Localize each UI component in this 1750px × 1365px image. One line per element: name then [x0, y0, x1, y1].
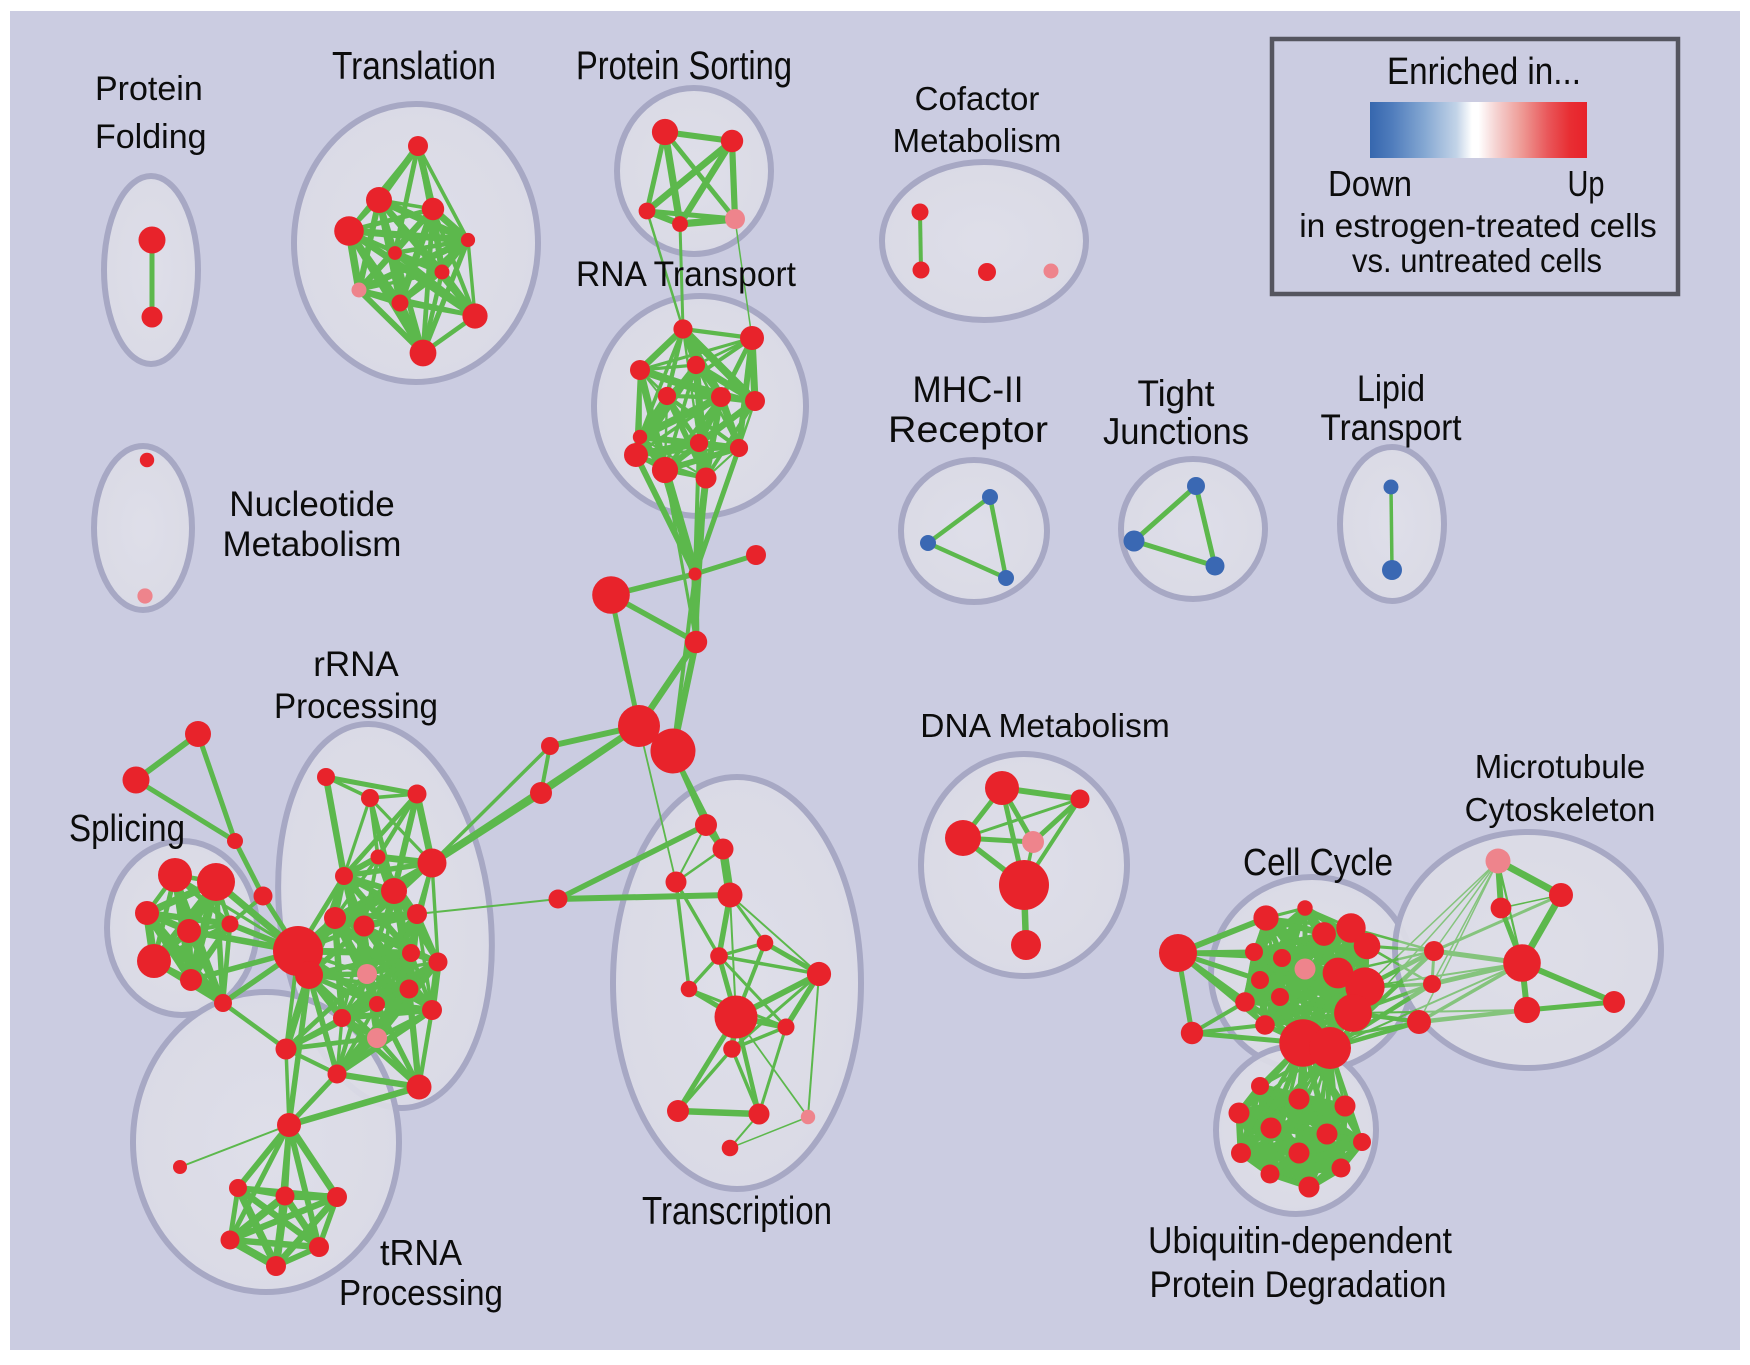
- svg-text:Transport: Transport: [1321, 407, 1463, 448]
- svg-text:MHC-II: MHC-II: [913, 369, 1024, 410]
- svg-text:Protein: Protein: [95, 70, 203, 108]
- svg-text:RNA Transport: RNA Transport: [576, 255, 796, 294]
- svg-text:Cell Cycle: Cell Cycle: [1243, 842, 1393, 884]
- svg-text:Metabolism: Metabolism: [223, 525, 402, 564]
- svg-text:Folding: Folding: [95, 118, 207, 156]
- svg-text:Metabolism: Metabolism: [893, 122, 1062, 159]
- svg-text:Ubiquitin-dependent: Ubiquitin-dependent: [1148, 1220, 1453, 1261]
- svg-text:Splicing: Splicing: [69, 808, 185, 850]
- svg-text:Receptor: Receptor: [888, 409, 1048, 450]
- svg-text:Cofactor: Cofactor: [915, 80, 1040, 117]
- svg-text:rRNA: rRNA: [313, 645, 399, 684]
- svg-text:Translation: Translation: [332, 45, 496, 88]
- svg-text:Nucleotide: Nucleotide: [229, 485, 394, 524]
- svg-text:Cytoskeleton: Cytoskeleton: [1465, 791, 1656, 828]
- svg-text:in estrogen-treated cells: in estrogen-treated cells: [1299, 208, 1657, 245]
- svg-text:Transcription: Transcription: [642, 1190, 832, 1233]
- svg-text:Junctions: Junctions: [1103, 411, 1249, 452]
- svg-text:Down: Down: [1328, 163, 1412, 204]
- svg-text:vs. untreated cells: vs. untreated cells: [1352, 243, 1602, 280]
- svg-text:Processing: Processing: [339, 1272, 503, 1313]
- svg-text:Lipid: Lipid: [1357, 368, 1425, 409]
- svg-text:DNA Metabolism: DNA Metabolism: [920, 708, 1169, 745]
- svg-text:tRNA: tRNA: [380, 1232, 462, 1273]
- svg-text:Up: Up: [1568, 163, 1605, 204]
- svg-text:Protein Degradation: Protein Degradation: [1150, 1264, 1447, 1305]
- svg-text:Microtubule: Microtubule: [1475, 748, 1646, 785]
- svg-text:Processing: Processing: [274, 687, 438, 726]
- svg-text:Enriched in...: Enriched in...: [1387, 51, 1581, 93]
- svg-text:Protein Sorting: Protein Sorting: [576, 44, 792, 88]
- svg-text:Tight: Tight: [1138, 373, 1216, 414]
